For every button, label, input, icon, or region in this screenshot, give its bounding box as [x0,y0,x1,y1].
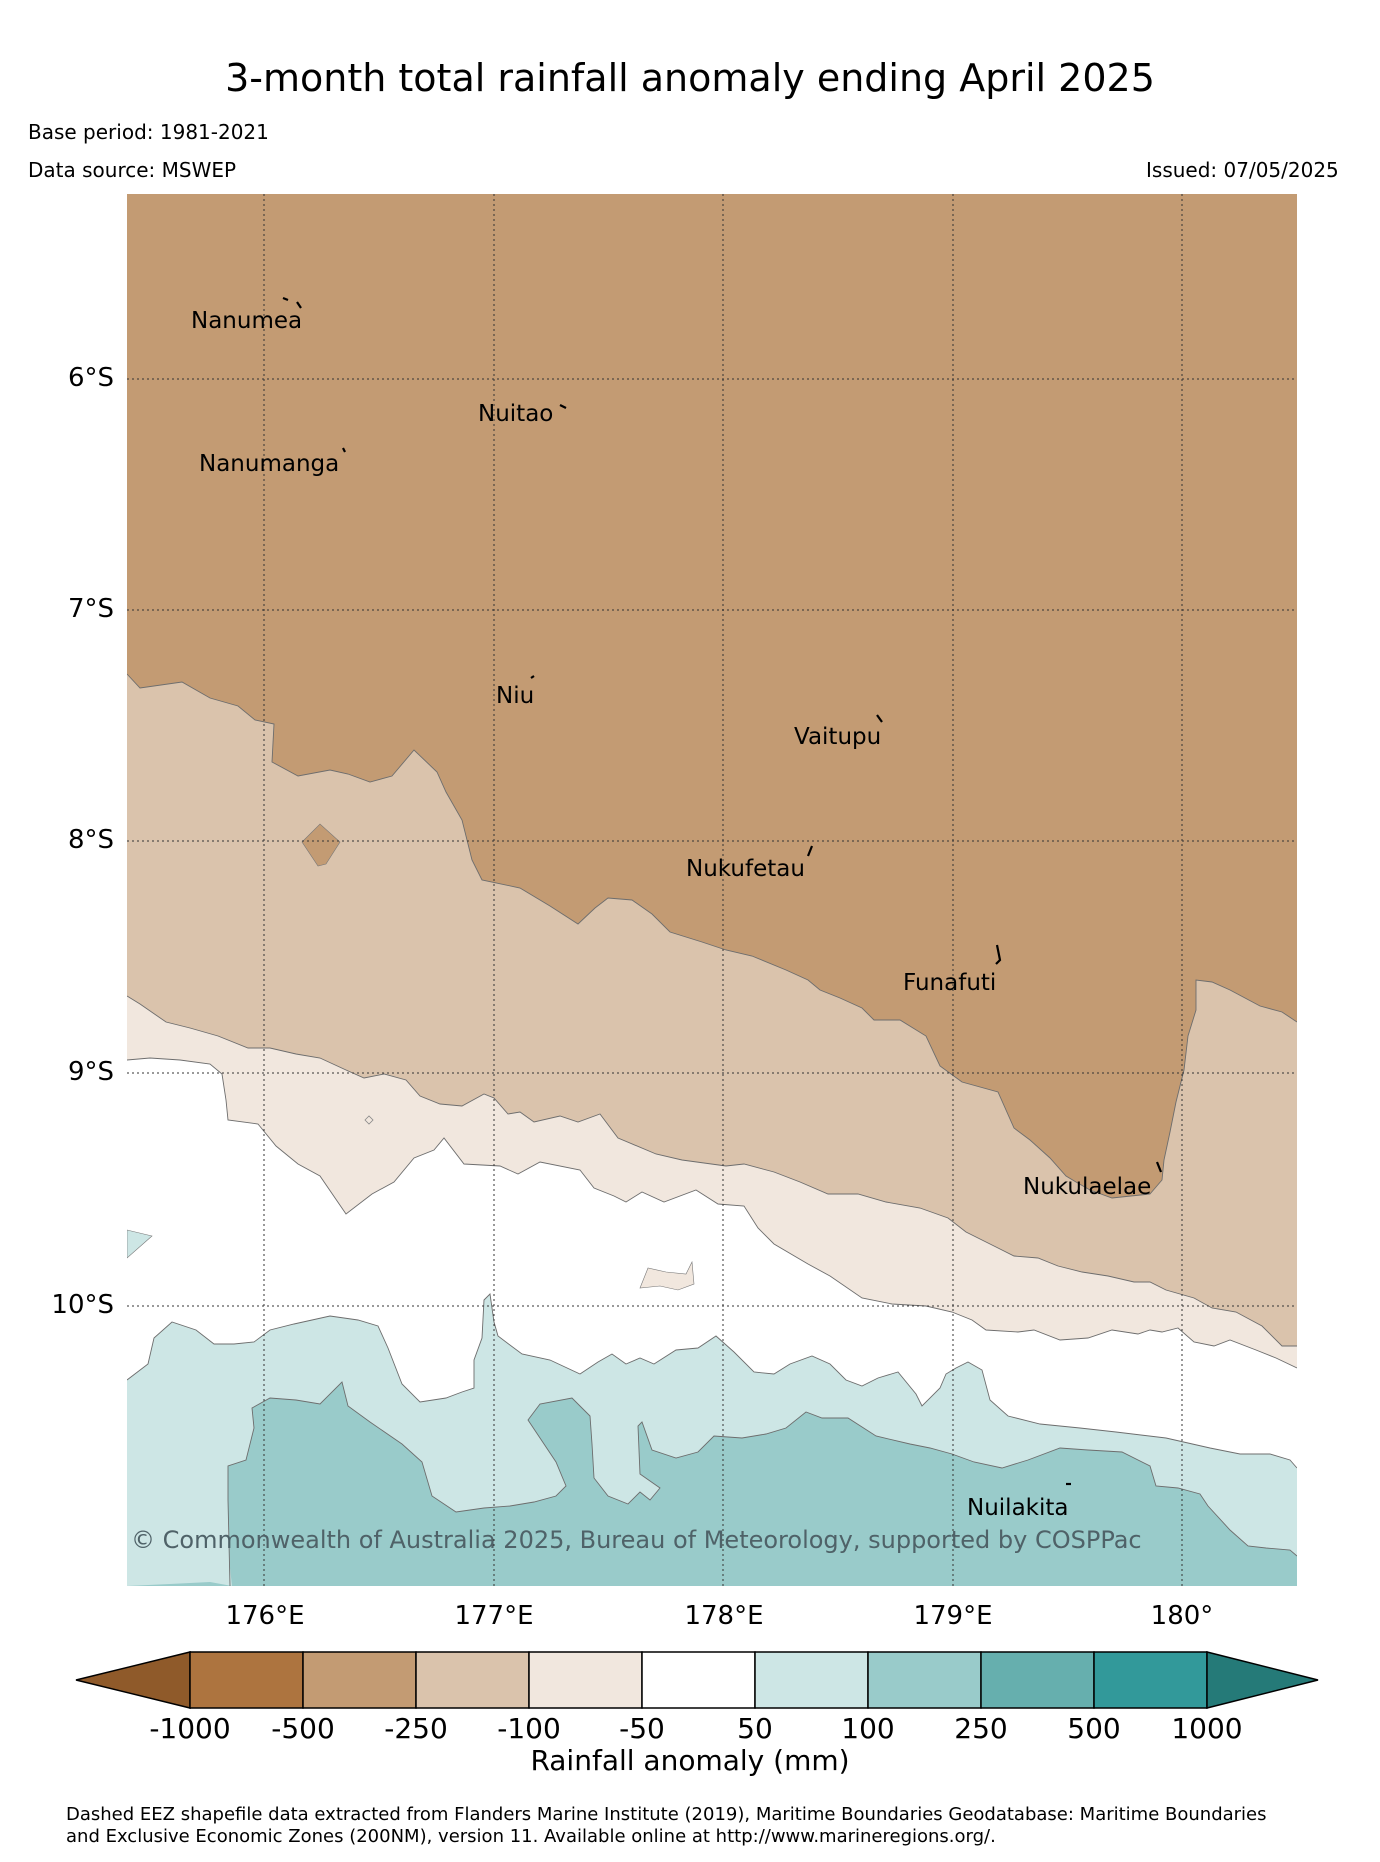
colorbar-tick-label: -250 [384,1712,448,1745]
place-label-nanumea: Nanumea [191,308,303,334]
island-niu [530,675,535,679]
anomaly-region-minus500-minus250-patch [301,823,341,867]
lon-label-180: 180° [1150,1601,1214,1631]
colorbar-extend-high [1206,1651,1319,1709]
colorbar-tick-label: -1000 [149,1712,231,1745]
issued-date-text: Issued: 07/05/2025 [1146,158,1339,182]
lat-label-8s: 8°S [67,825,114,855]
lat-label-10s: 10°S [51,1290,114,1320]
colorbar-label: Rainfall anomaly (mm) [530,1744,850,1777]
colorbar-segment [528,1651,643,1709]
place-label-nuitao: Nuitao [478,401,554,427]
island-nanumanga [342,447,346,453]
place-label-vaitupu: Vaitupu [794,724,882,750]
small-contour-marker [364,1115,374,1125]
colorbar-tick-label: 1000 [1171,1712,1243,1745]
anomaly-region-minus100-minus50-patch [639,1260,695,1291]
island-nukulaelae [1155,1161,1163,1173]
colorbar-extend-low [75,1651,191,1709]
lon-label-178e: 178°E [684,1601,764,1631]
lon-label-177e: 177°E [454,1601,534,1631]
lat-label-7s: 7°S [67,594,114,624]
anomaly-region-100-250 [127,1382,1297,1586]
base-period-text: Base period: 1981-2021 [28,120,269,144]
footnote-line-1: Dashed EEZ shapefile data extracted from… [66,1804,1267,1825]
colorbar-tick-label: 500 [1067,1712,1121,1745]
colorbar-segment [302,1651,417,1709]
rainfall-anomaly-map[interactable] [127,194,1297,1586]
place-label-funafuti: Funafuti [903,970,997,996]
island-nanumea [282,296,302,309]
island-nukufetau [806,845,814,857]
island-nuitao [559,404,567,409]
colorbar-segment [415,1651,530,1709]
lat-label-6s: 6°S [67,363,114,393]
lon-label-179e: 179°E [913,1601,993,1631]
copyright-notice: © Commonwealth of Australia 2025, Bureau… [131,1526,1142,1554]
island-vaitupu [876,714,883,723]
colorbar-tick-label: 100 [841,1712,895,1745]
colorbar [75,1651,1319,1709]
colorbar-tick-label: -100 [497,1712,561,1745]
colorbar-segment [754,1651,869,1709]
contour-lines [127,673,1297,1586]
colorbar-tick-label: -500 [271,1712,335,1745]
footnote-line-2: and Exclusive Economic Zones (200NM), ve… [66,1826,996,1847]
map-border [127,194,1297,1586]
data-source-text: Data source: MSWEP [28,158,237,182]
colorbar-segment [980,1651,1095,1709]
page-title: 3-month total rainfall anomaly ending Ap… [225,56,1155,100]
colorbar-segment [1093,1651,1208,1709]
lon-label-176e: 176°E [225,1601,305,1631]
lat-label-9s: 9°S [67,1057,114,1087]
graticule [127,194,1297,1586]
place-label-nanumanga: Nanumanga [199,451,340,477]
islands [282,296,1163,1486]
place-label-nukufetau: Nukufetau [686,856,805,882]
colorbar-segment [189,1651,304,1709]
colorbar-tick-label: 50 [737,1712,773,1745]
anomaly-region-50-100-patch [127,1229,153,1259]
colorbar-tick-label: -50 [619,1712,665,1745]
place-label-niu: Niu [496,683,535,709]
colorbar-segment [641,1651,756,1709]
colorbar-segment [867,1651,982,1709]
colorbar-tick-label: 250 [954,1712,1008,1745]
place-label-nukulaelae: Nukulaelae [1023,1174,1152,1200]
place-label-nuilakita: Nuilakita [967,1495,1069,1521]
island-funafuti [995,944,1002,965]
